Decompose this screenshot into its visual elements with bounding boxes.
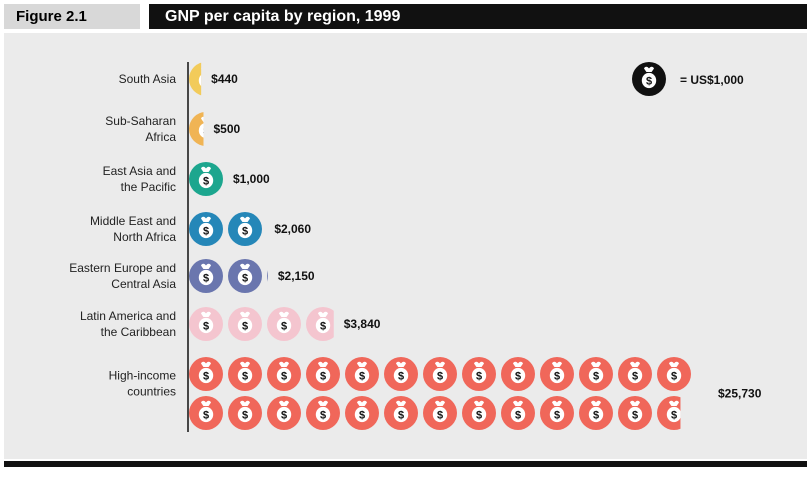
money-bag-icon [306, 357, 340, 391]
category-label: South Asia [119, 72, 177, 86]
money-bag-icon [228, 307, 262, 341]
bottom-rule [4, 461, 807, 467]
money-bag-icon [189, 212, 223, 246]
money-bag-icon [267, 270, 268, 282]
legend-icon [632, 62, 666, 96]
money-bag-icon [189, 162, 223, 196]
money-bag-icon [306, 307, 334, 341]
category-label: North Africa [113, 230, 176, 244]
chart-row: $3,840 Latin America and the Caribbean [80, 307, 381, 341]
money-bag-icon [345, 357, 379, 391]
category-label: Central Asia [111, 277, 176, 291]
value-label: $25,730 [718, 387, 762, 401]
money-bag-icon [228, 212, 262, 246]
figure-title: GNP per capita by region, 1999 [149, 4, 807, 29]
value-label: $440 [211, 72, 238, 86]
value-label: $3,840 [344, 317, 381, 331]
money-bag-icon [423, 396, 457, 430]
money-bag-icon [423, 357, 457, 391]
category-label: Eastern Europe and [69, 261, 176, 275]
chart-row: $25,730 High-income countries [109, 357, 762, 430]
money-bag-icon [501, 357, 535, 391]
money-bag-icon [579, 357, 613, 391]
money-bag-icon [618, 357, 652, 391]
money-bag-icon [228, 259, 262, 293]
money-bag-icon [228, 357, 262, 391]
money-bag-icon [189, 307, 223, 341]
category-label: Latin America and [80, 309, 176, 323]
chart-row: $1,000 East Asia and the Pacific [103, 162, 270, 196]
money-bag-icon [345, 396, 379, 430]
category-label: Africa [145, 130, 176, 144]
category-label: the Caribbean [101, 325, 176, 339]
value-label: $2,150 [278, 269, 315, 283]
money-bag-icon [189, 112, 204, 146]
category-label: East Asia and [103, 164, 176, 178]
money-bag-icon [657, 396, 691, 430]
figure-label: Figure 2.1 [4, 4, 140, 29]
money-bag-icon [189, 357, 223, 391]
money-bag-icon [462, 357, 496, 391]
category-label: High-income [109, 369, 177, 383]
chart-rows: $440 South Asia $500 Sub-Saharan Africa $1,00… [69, 62, 762, 430]
money-bag-icon [267, 357, 301, 391]
chart-row: $500 Sub-Saharan Africa [105, 112, 241, 146]
money-bag-icon [462, 396, 496, 430]
chart-row: $2,150 Eastern Europe and Central Asia [69, 259, 315, 293]
money-bag-icon [501, 396, 535, 430]
money-bag-icon [657, 357, 691, 391]
money-bag-icon [189, 62, 202, 96]
money-bag-icon [540, 396, 574, 430]
money-bag-icon [384, 396, 418, 430]
value-label: $2,060 [274, 222, 311, 236]
money-bag-icon [618, 396, 652, 430]
chart-row: $440 South Asia [119, 62, 238, 96]
money-bag-icon [384, 357, 418, 391]
legend-label: = US$1,000 [680, 73, 744, 87]
money-bag-icon [267, 307, 301, 341]
value-label: $1,000 [233, 172, 270, 186]
money-bag-icon [306, 396, 340, 430]
money-bag-icon [189, 259, 223, 293]
money-bag-icon [189, 396, 223, 430]
category-label: Sub-Saharan [105, 114, 176, 128]
figure-header: Figure 2.1 GNP per capita by region, 199… [0, 0, 811, 30]
money-bag-icon [228, 396, 262, 430]
legend: = US$1,000 [632, 62, 744, 96]
money-bag-icon [540, 357, 574, 391]
category-label: countries [127, 385, 176, 399]
value-label: $500 [214, 122, 241, 136]
money-bag-icon [579, 396, 613, 430]
money-bag-icon [267, 396, 301, 430]
category-label: the Pacific [121, 180, 176, 194]
chart-row: $2,060 Middle East and North Africa [90, 212, 311, 246]
category-label: Middle East and [90, 214, 176, 228]
